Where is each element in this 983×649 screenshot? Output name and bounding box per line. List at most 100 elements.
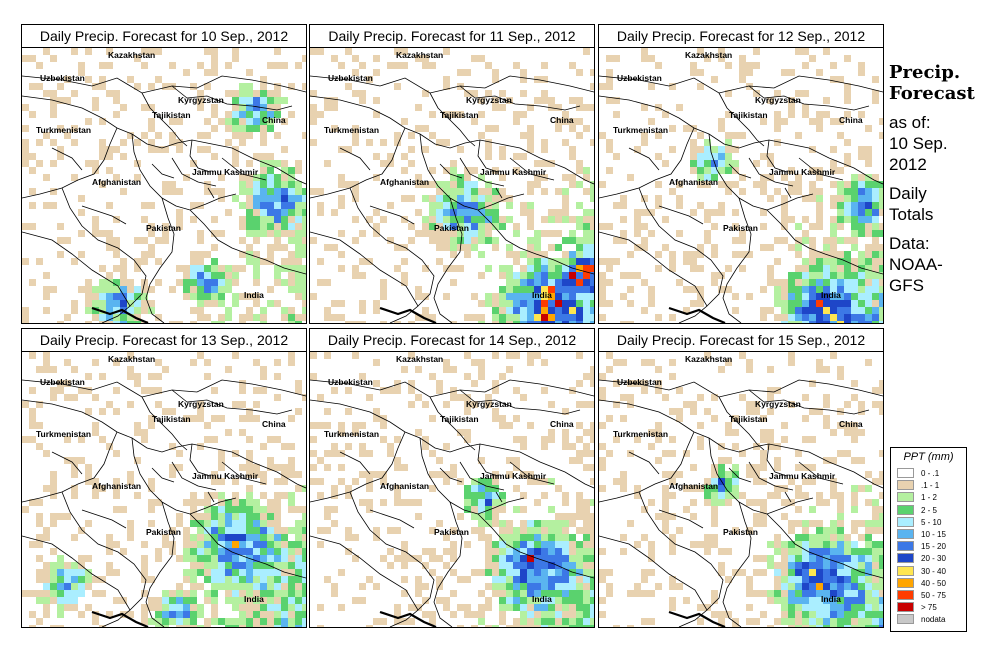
legend-swatch [897, 602, 914, 613]
country-label-tajikistan: Tajikistan [152, 110, 191, 120]
country-label-pakistan: Pakistan [434, 223, 469, 233]
forecast-panel-10sep: Daily Precip. Forecast for 10 Sep., 2012… [21, 24, 307, 324]
country-label-india: India [244, 290, 264, 300]
country-label-kazakhstan: Kazakhstan [396, 354, 443, 364]
country-label-uzbekistan: Uzbekistan [40, 73, 85, 83]
legend-label: 0 - .1 [921, 469, 940, 478]
country-label-afghanistan: Afghanistan [92, 177, 141, 187]
panel-title: Daily Precip. Forecast for 11 Sep., 2012 [310, 25, 594, 48]
legend-label: > 75 [921, 603, 937, 613]
country-label-jammu-kashmir: Jammu Kashmir [769, 471, 836, 481]
legend-label: 20 - 30 [921, 554, 946, 564]
country-label-afghanistan: Afghanistan [669, 481, 718, 491]
forecast-panel-14sep: Daily Precip. Forecast for 14 Sep., 2012… [309, 328, 595, 628]
panel-title: Daily Precip. Forecast for 15 Sep., 2012 [599, 329, 883, 352]
info-data-source: Data: NOAA- GFS [889, 234, 943, 295]
legend-swatch [897, 516, 914, 527]
legend-swatch [897, 529, 914, 539]
forecast-panel-11sep: Daily Precip. Forecast for 11 Sep., 2012… [309, 24, 595, 324]
panel-title: Daily Precip. Forecast for 14 Sep., 2012 [310, 329, 594, 352]
country-label-india: India [532, 290, 552, 300]
forecast-panel-15sep: Daily Precip. Forecast for 15 Sep., 2012… [598, 328, 884, 628]
legend-label: 2 - 5 [921, 505, 938, 515]
legend-swatch [897, 480, 914, 491]
country-label-china: China [262, 419, 286, 429]
country-label-uzbekistan: Uzbekistan [617, 377, 662, 387]
forecast-panel-12sep: Daily Precip. Forecast for 12 Sep., 2012… [598, 24, 884, 324]
info-daily-totals: Daily Totals [889, 184, 934, 224]
info-as-of: as of: 10 Sep. 2012 [889, 113, 948, 174]
legend-swatch [897, 492, 914, 503]
country-label-kazakhstan: Kazakhstan [108, 354, 155, 364]
country-label-kazakhstan: Kazakhstan [396, 50, 443, 60]
legend-label: .1 - 1 [921, 481, 940, 491]
country-label-kazakhstan: Kazakhstan [685, 50, 732, 60]
forecast-panel-13sep: Daily Precip. Forecast for 13 Sep., 2012… [21, 328, 307, 628]
country-label-jammu-kashmir: Jammu Kashmir [480, 471, 547, 481]
country-label-kyrgyzstan: Kyrgyzstan [178, 399, 224, 409]
country-label-pakistan: Pakistan [434, 527, 469, 537]
country-label-pakistan: Pakistan [723, 527, 758, 537]
precip-map: Kazakhstan Uzbekistan Kyrgyzstan Tajikistan… [310, 48, 594, 323]
panel-title: Daily Precip. Forecast for 10 Sep., 2012 [22, 25, 306, 48]
legend-swatch [897, 504, 914, 515]
country-label-kyrgyzstan: Kyrgyzstan [755, 95, 801, 105]
legend-swatch [897, 541, 914, 552]
legend-swatch [897, 577, 914, 588]
country-label-kyrgyzstan: Kyrgyzstan [466, 399, 512, 409]
country-label-uzbekistan: Uzbekistan [328, 73, 373, 83]
legend-swatch [897, 553, 914, 564]
country-label-pakistan: Pakistan [146, 223, 181, 233]
country-label-india: India [532, 594, 552, 604]
legend-swatch [897, 468, 914, 478]
legend-swatch [897, 565, 914, 576]
country-label-kyrgyzstan: Kyrgyzstan [178, 95, 224, 105]
country-label-uzbekistan: Uzbekistan [328, 377, 373, 387]
country-label-turkmenistan: Turkmenistan [613, 125, 668, 135]
country-label-kyrgyzstan: Kyrgyzstan [466, 95, 512, 105]
legend-label: 40 - 50 [921, 578, 946, 588]
country-label-china: China [839, 115, 863, 125]
country-label-china: China [550, 115, 574, 125]
country-label-jammu-kashmir: Jammu Kashmir [192, 471, 259, 481]
country-label-tajikistan: Tajikistan [729, 414, 768, 424]
country-label-jammu-kashmir: Jammu Kashmir [480, 167, 547, 177]
country-label-tajikistan: Tajikistan [729, 110, 768, 120]
country-label-afghanistan: Afghanistan [380, 481, 429, 491]
country-label-kazakhstan: Kazakhstan [108, 50, 155, 60]
precip-map: Kazakhstan Uzbekistan Kyrgyzstan Tajikistan… [599, 352, 883, 627]
country-label-turkmenistan: Turkmenistan [324, 429, 379, 439]
country-label-india: India [821, 594, 841, 604]
country-label-afghanistan: Afghanistan [92, 481, 141, 491]
country-label-afghanistan: Afghanistan [669, 177, 718, 187]
legend-label: 10 - 15 [921, 530, 946, 539]
country-label-turkmenistan: Turkmenistan [613, 429, 668, 439]
legend-label: 5 - 10 [921, 517, 942, 527]
legend-swatch [897, 614, 914, 625]
country-label-china: China [839, 419, 863, 429]
country-label-afghanistan: Afghanistan [380, 177, 429, 187]
country-label-india: India [821, 290, 841, 300]
panel-title: Daily Precip. Forecast for 13 Sep., 2012 [22, 329, 306, 352]
country-label-uzbekistan: Uzbekistan [40, 377, 85, 387]
precip-map: Kazakhstan Uzbekistan Kyrgyzstan Tajikistan… [22, 352, 306, 627]
country-label-turkmenistan: Turkmenistan [36, 429, 91, 439]
legend-swatch [897, 590, 914, 600]
country-label-tajikistan: Tajikistan [440, 414, 479, 424]
country-label-tajikistan: Tajikistan [440, 110, 479, 120]
country-label-turkmenistan: Turkmenistan [324, 125, 379, 135]
country-label-china: China [262, 115, 286, 125]
country-label-pakistan: Pakistan [146, 527, 181, 537]
legend-label: 30 - 40 [921, 566, 946, 576]
country-label-kazakhstan: Kazakhstan [685, 354, 732, 364]
forecast-info: Precip. Forecast as of: 10 Sep. 2012 Dai… [889, 62, 981, 296]
country-label-pakistan: Pakistan [723, 223, 758, 233]
legend-title: PPT (mm) [903, 451, 954, 463]
country-label-china: China [550, 419, 574, 429]
legend-label: 50 - 75 [921, 591, 946, 600]
country-label-india: India [244, 594, 264, 604]
legend-label: 1 - 2 [921, 493, 938, 503]
legend-label: nodata [921, 615, 946, 625]
precip-map: Kazakhstan Uzbekistan Kyrgyzstan Tajikistan… [310, 352, 594, 627]
country-label-jammu-kashmir: Jammu Kashmir [769, 167, 836, 177]
